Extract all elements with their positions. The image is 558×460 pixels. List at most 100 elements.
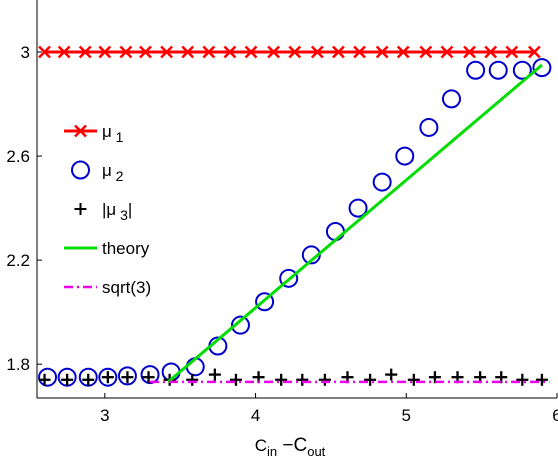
data-point (463, 45, 476, 59)
data-point (82, 373, 95, 386)
data-point (532, 58, 552, 78)
data-point (38, 367, 58, 387)
y-tick-label: 3 (21, 43, 30, 62)
x-axis-label-mid: −C (277, 435, 307, 456)
data-point (440, 45, 454, 59)
y-tick-label: 2.6 (6, 147, 30, 166)
legend-label: |μ 3| (102, 200, 132, 223)
data-point (535, 373, 548, 386)
legend-label-base: μ (102, 161, 112, 180)
legend-entry--1: μ 1 (64, 122, 124, 145)
data-point (279, 268, 299, 288)
x-tick-label: 4 (251, 406, 260, 425)
data-point (466, 60, 486, 80)
data-point (121, 371, 134, 384)
data-point (385, 368, 398, 381)
series-theory (167, 63, 543, 384)
x-axis-label-sub1: in (267, 444, 277, 459)
data-point (332, 45, 345, 59)
legend-label: theory (102, 239, 150, 258)
data-layer (38, 45, 552, 387)
data-point (428, 371, 441, 384)
data-point (223, 45, 237, 59)
axes-layer: 3 4 5 6 1.8 2.2 2.6 3 (6, 0, 558, 425)
legend-label: μ 1 (102, 122, 124, 145)
x-tick-label: 5 (402, 406, 411, 425)
data-point (57, 45, 71, 59)
data-point (267, 45, 281, 59)
x-axis-label-sub2: out (307, 444, 325, 459)
legend-entry-theory: theory (64, 239, 150, 258)
data-point (364, 373, 377, 386)
legend-label-sub: 2 (112, 168, 124, 184)
data-point (353, 45, 366, 59)
data-point (528, 45, 541, 59)
y-tick-label: 2.2 (6, 251, 30, 270)
data-point (255, 292, 275, 312)
data-point (512, 60, 532, 80)
data-point (407, 373, 420, 386)
data-point (318, 373, 331, 386)
data-point (78, 45, 92, 59)
legend-label: sqrt(3) (102, 278, 151, 297)
data-point (484, 45, 498, 59)
legend-entry--3-: |μ 3| (74, 200, 132, 223)
data-point (275, 373, 288, 386)
data-point (296, 373, 309, 386)
data-point (61, 373, 74, 386)
series-line-theory (167, 63, 543, 384)
data-point (372, 172, 392, 192)
series--2 (38, 58, 552, 387)
data-point (348, 198, 368, 218)
data-point (396, 45, 410, 59)
data-point (516, 373, 529, 386)
data-point (495, 371, 508, 384)
legend-entry-sqrt-3-: sqrt(3) (64, 278, 151, 297)
legend-marker (74, 203, 87, 215)
data-point (202, 45, 216, 59)
legend-marker (74, 124, 87, 138)
data-point (244, 45, 258, 59)
x-tick-label: 3 (100, 406, 109, 425)
data-point (186, 373, 199, 386)
data-point (419, 45, 433, 59)
data-point (375, 45, 389, 59)
data-point (38, 45, 51, 59)
legend-label-sub: 3 (116, 207, 128, 223)
legend-label-tail: | (128, 200, 132, 219)
data-point (488, 60, 508, 80)
data-point (229, 373, 242, 386)
legend-label-base: μ (102, 122, 112, 141)
plot-background (37, 0, 557, 398)
data-point (98, 45, 112, 59)
legend-label-base: |μ (102, 200, 116, 219)
x-tick-label: 6 (552, 406, 558, 425)
data-point (230, 315, 250, 335)
y-tick-label: 1.8 (6, 355, 30, 374)
data-point (101, 371, 114, 384)
legend-entry--2: μ 2 (71, 160, 124, 184)
legend-label: μ 2 (102, 161, 124, 184)
series--1 (38, 45, 541, 59)
data-point (505, 45, 519, 59)
data-point (139, 45, 152, 59)
data-point (310, 45, 324, 59)
data-point (419, 117, 439, 137)
data-point (119, 45, 133, 59)
data-point (38, 373, 51, 386)
data-point (142, 371, 155, 384)
data-point (208, 368, 221, 381)
data-point (441, 89, 461, 109)
x-axis-label: Cin −Cout (255, 435, 326, 459)
data-point (98, 367, 118, 387)
data-point (288, 45, 302, 59)
legend-marker (71, 160, 90, 180)
data-point (160, 45, 174, 59)
legend-label-sub: 1 (112, 129, 124, 145)
data-point (117, 366, 137, 386)
x-axis-label-c1: C (255, 436, 267, 455)
data-point (395, 146, 415, 166)
data-point (181, 45, 195, 59)
